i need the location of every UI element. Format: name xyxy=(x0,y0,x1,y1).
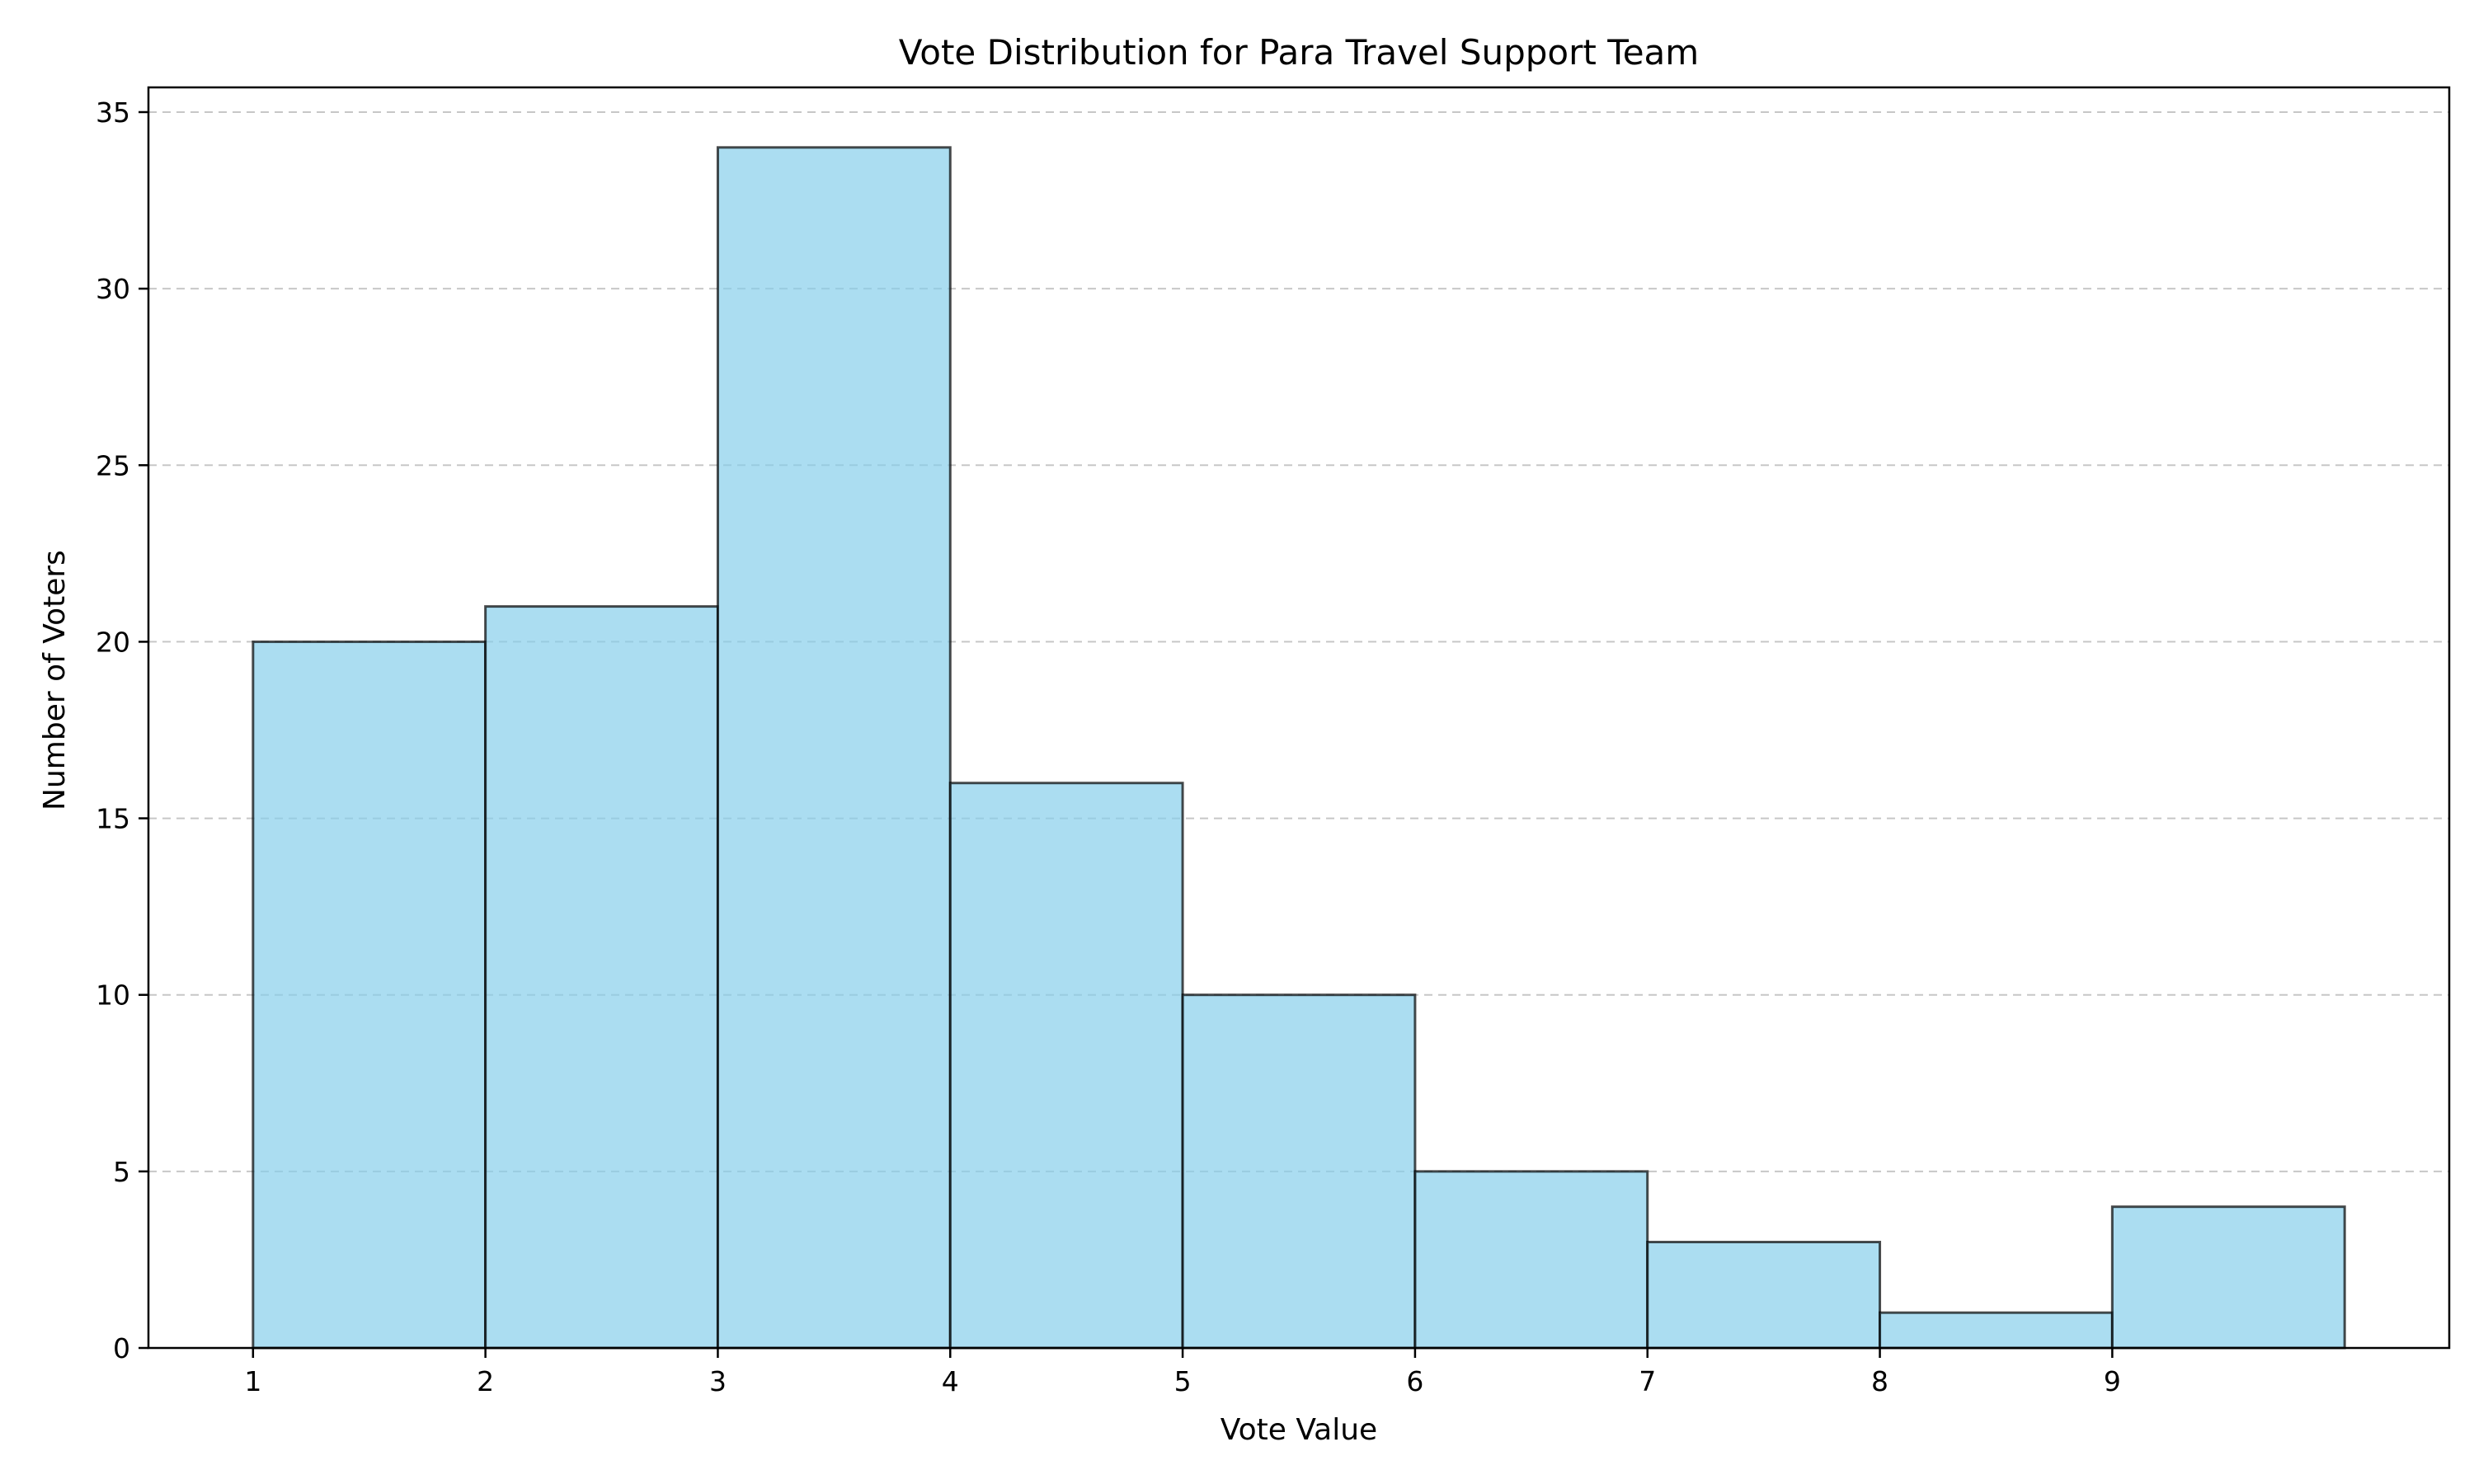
bar-9-10 xyxy=(2110,1205,2346,1350)
bar-6-7 xyxy=(1413,1170,1649,1350)
bar-5-6 xyxy=(1181,993,1417,1350)
y-tick-label-5: 5 xyxy=(113,1156,130,1188)
x-tick-label-2: 2 xyxy=(477,1365,494,1397)
axes xyxy=(139,86,2451,1358)
bar-7-8 xyxy=(1646,1241,1882,1350)
bar-8-9 xyxy=(1879,1311,2114,1350)
x-tick-label-5: 5 xyxy=(1174,1365,1192,1397)
bar-4-5 xyxy=(948,782,1184,1350)
y-tick-label-15: 15 xyxy=(96,803,130,835)
x-tick-label-4: 4 xyxy=(942,1365,959,1397)
x-tick-label-6: 6 xyxy=(1406,1365,1423,1397)
chart-title: Vote Distribution for Para Travel Suppor… xyxy=(899,32,1699,73)
bar-1-2 xyxy=(252,640,487,1350)
x-axis-label: Vote Value xyxy=(1221,1413,1377,1447)
x-tick-label-9: 9 xyxy=(2104,1365,2121,1397)
histogram-bars xyxy=(252,146,2346,1350)
x-tick-label-7: 7 xyxy=(1639,1365,1656,1397)
y-axis-label: Number of Voters xyxy=(38,550,72,810)
y-tick-label-20: 20 xyxy=(96,626,130,658)
x-tick-label-8: 8 xyxy=(1871,1365,1888,1397)
tick-labels: 1 2 3 4 5 6 7 8 9 0 5 10 15 20 25 30 35 xyxy=(96,96,2121,1397)
y-tick-label-10: 10 xyxy=(96,979,130,1012)
y-tick-label-35: 35 xyxy=(96,96,130,129)
x-tick-label-1: 1 xyxy=(244,1365,261,1397)
bar-2-3 xyxy=(484,605,719,1350)
bar-3-4 xyxy=(716,146,952,1350)
x-tick-label-3: 3 xyxy=(709,1365,727,1397)
y-tick-label-30: 30 xyxy=(96,273,130,305)
y-tick-label-0: 0 xyxy=(113,1332,130,1364)
y-tick-label-25: 25 xyxy=(96,449,130,481)
plot-frame xyxy=(147,86,2451,1350)
